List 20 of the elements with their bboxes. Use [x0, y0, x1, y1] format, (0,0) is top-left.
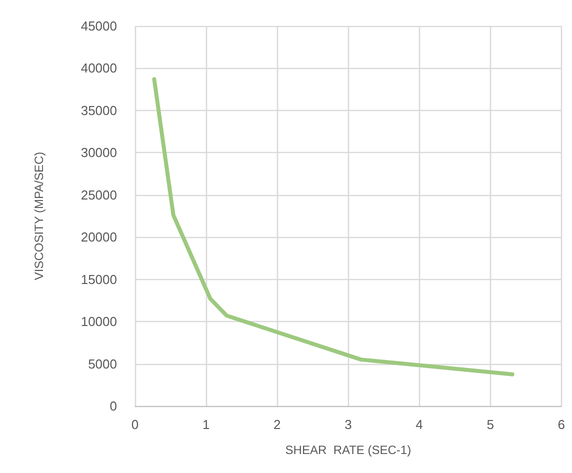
- x-axis-title: SHEAR RATE (SEC-1): [285, 443, 412, 457]
- y-tick-label: 30000: [80, 145, 117, 160]
- line-series: [152, 77, 514, 376]
- y-tick-label: 15000: [80, 272, 117, 287]
- y-tick-label: 0: [110, 398, 117, 414]
- y-tick-label: 5000: [88, 356, 117, 372]
- y-axis-title: VISCOSITY (MPA/SEC): [32, 152, 46, 280]
- x-tick-label: 4: [416, 417, 423, 432]
- x-tick-label: 5: [486, 417, 494, 432]
- y-tick-label: 35000: [80, 102, 117, 118]
- x-tick-label: 3: [344, 417, 352, 432]
- x-tick-label: 6: [558, 417, 565, 432]
- y-tick-label: 20000: [80, 230, 117, 245]
- y-tick-label: 45000: [80, 18, 117, 34]
- y-tick-label: 40000: [80, 60, 117, 76]
- x-tick-label: 2: [274, 417, 281, 432]
- x-tick-label: 0: [131, 417, 139, 432]
- y-tick-label: 10000: [80, 314, 117, 330]
- y-tick-label: 25000: [80, 187, 117, 202]
- x-tick-label: 1: [202, 417, 210, 432]
